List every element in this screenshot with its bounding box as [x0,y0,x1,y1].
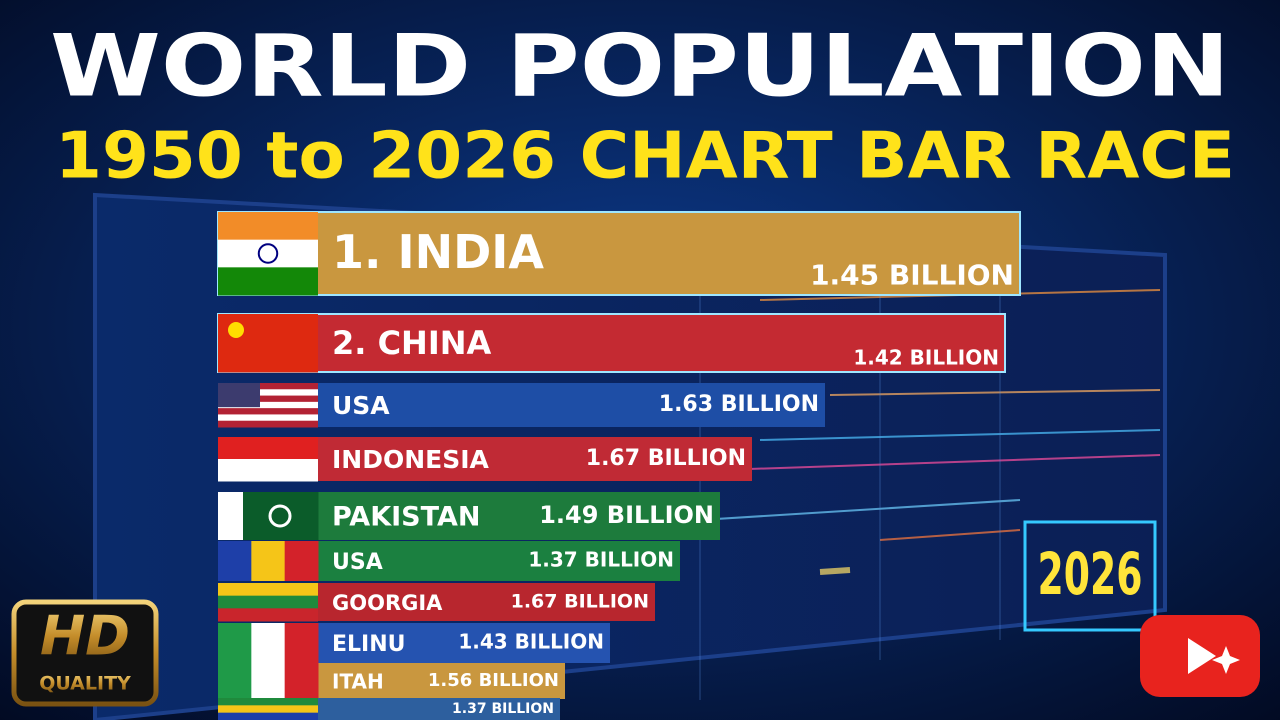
hd-badge [11,599,159,707]
flag-stripe [218,705,318,714]
flag-stripe [218,408,318,415]
year-box [1023,520,1157,632]
flag-stripe [251,663,286,699]
flag-stripe [218,437,318,460]
bar-row: ITAH 1.56 BILLION [218,663,565,699]
flag-stripe [218,459,318,482]
value-label: 1.42 BILLION [853,346,999,370]
flag-stripe [218,401,318,409]
country-label: GOORGIA [332,591,443,615]
flag-stripe [293,492,319,540]
sparkle-icon [1212,646,1240,674]
year: 2026 [1038,540,1143,608]
bar-rows: 1. INDIA 1.45 BILLION 2. CHINA 1.42 BILLION… [217,211,1021,720]
bar-row: 1.37 BILLION [218,698,560,720]
bar-row: INDONESIA 1.67 BILLION [218,437,752,482]
flag-emblem [257,243,279,264]
country-label: ELINU [332,632,406,657]
country-label: PAKISTAN [332,502,480,533]
flag-stripe [284,663,319,699]
bar-row: ELINU 1.43 BILLION [218,623,610,663]
flag-stripe [218,712,318,720]
country-label: USA [332,550,383,575]
country-label: ITAH [332,670,384,694]
flag-stripe [218,608,318,622]
bar-row: USA 1.63 BILLION [218,383,825,428]
bar [218,383,825,427]
flag-stripe [218,595,318,609]
value-label: 1.37 BILLION [528,548,674,572]
bar-row: PAKISTAN 1.49 BILLION [218,492,720,540]
flag-stripe [218,698,318,706]
value-label: 1.67 BILLION [511,591,649,613]
flag-stripe [218,414,318,422]
flag-stripe [284,541,319,581]
flag-emblem [268,504,292,528]
flag-stripe [218,663,252,699]
flag-stripe [218,492,244,540]
subtitle: 1950 to 2026 CHART BAR RACE [55,120,1235,194]
bar-row: GOORGIA 1.67 BILLION [218,583,655,622]
country-label: USA [332,391,390,420]
value-label: 1.43 BILLION [458,630,604,654]
play-icon [1188,638,1216,674]
flag-stripe [218,395,318,403]
flag-stripe [218,541,252,581]
flag-stripe [218,583,318,597]
badge-top: HD [40,605,130,668]
value-label: 1.49 BILLION [539,501,714,529]
value-label: 1.67 BILLION [586,446,746,471]
country-label: 2. CHINA [332,324,492,362]
flag-stripe [218,212,318,241]
country-label: 1. INDIA [332,225,544,279]
flag-stripe [218,389,318,397]
value-label: 1.37 BILLION [452,701,554,717]
flag-stripe [218,267,318,296]
value-label: 1.45 BILLION [810,259,1014,292]
flag-stripe [284,623,319,663]
bar-row: USA 1.37 BILLION [218,541,680,581]
title: WORLD POPULATION [50,16,1230,116]
flag-emblem [218,383,260,408]
badge-bottom: QUALITY [39,673,131,695]
bar-row: 2. CHINA 1.42 BILLION [217,313,1006,373]
bar [217,313,1006,373]
flag-stripe [251,623,286,663]
flag-stripe [251,541,286,581]
flag-stripe [243,492,269,540]
value-label: 1.63 BILLION [659,392,819,417]
flag-emblem [228,322,244,338]
value-label: 1.56 BILLION [428,670,559,691]
flag-stripe [218,420,318,428]
bar [217,211,1021,296]
country-label: INDONESIA [332,445,490,474]
flag-stripe [218,383,318,390]
bar-row: 1. INDIA 1.45 BILLION [217,211,1021,296]
flag-stripe [218,623,252,663]
